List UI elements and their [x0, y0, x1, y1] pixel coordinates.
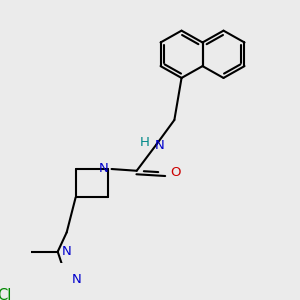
- Text: H: H: [140, 136, 149, 149]
- Text: N: N: [72, 273, 82, 286]
- Text: N: N: [62, 245, 72, 258]
- Text: Cl: Cl: [0, 288, 12, 300]
- Text: N: N: [154, 139, 164, 152]
- Text: N: N: [99, 162, 109, 175]
- Text: O: O: [170, 166, 180, 179]
